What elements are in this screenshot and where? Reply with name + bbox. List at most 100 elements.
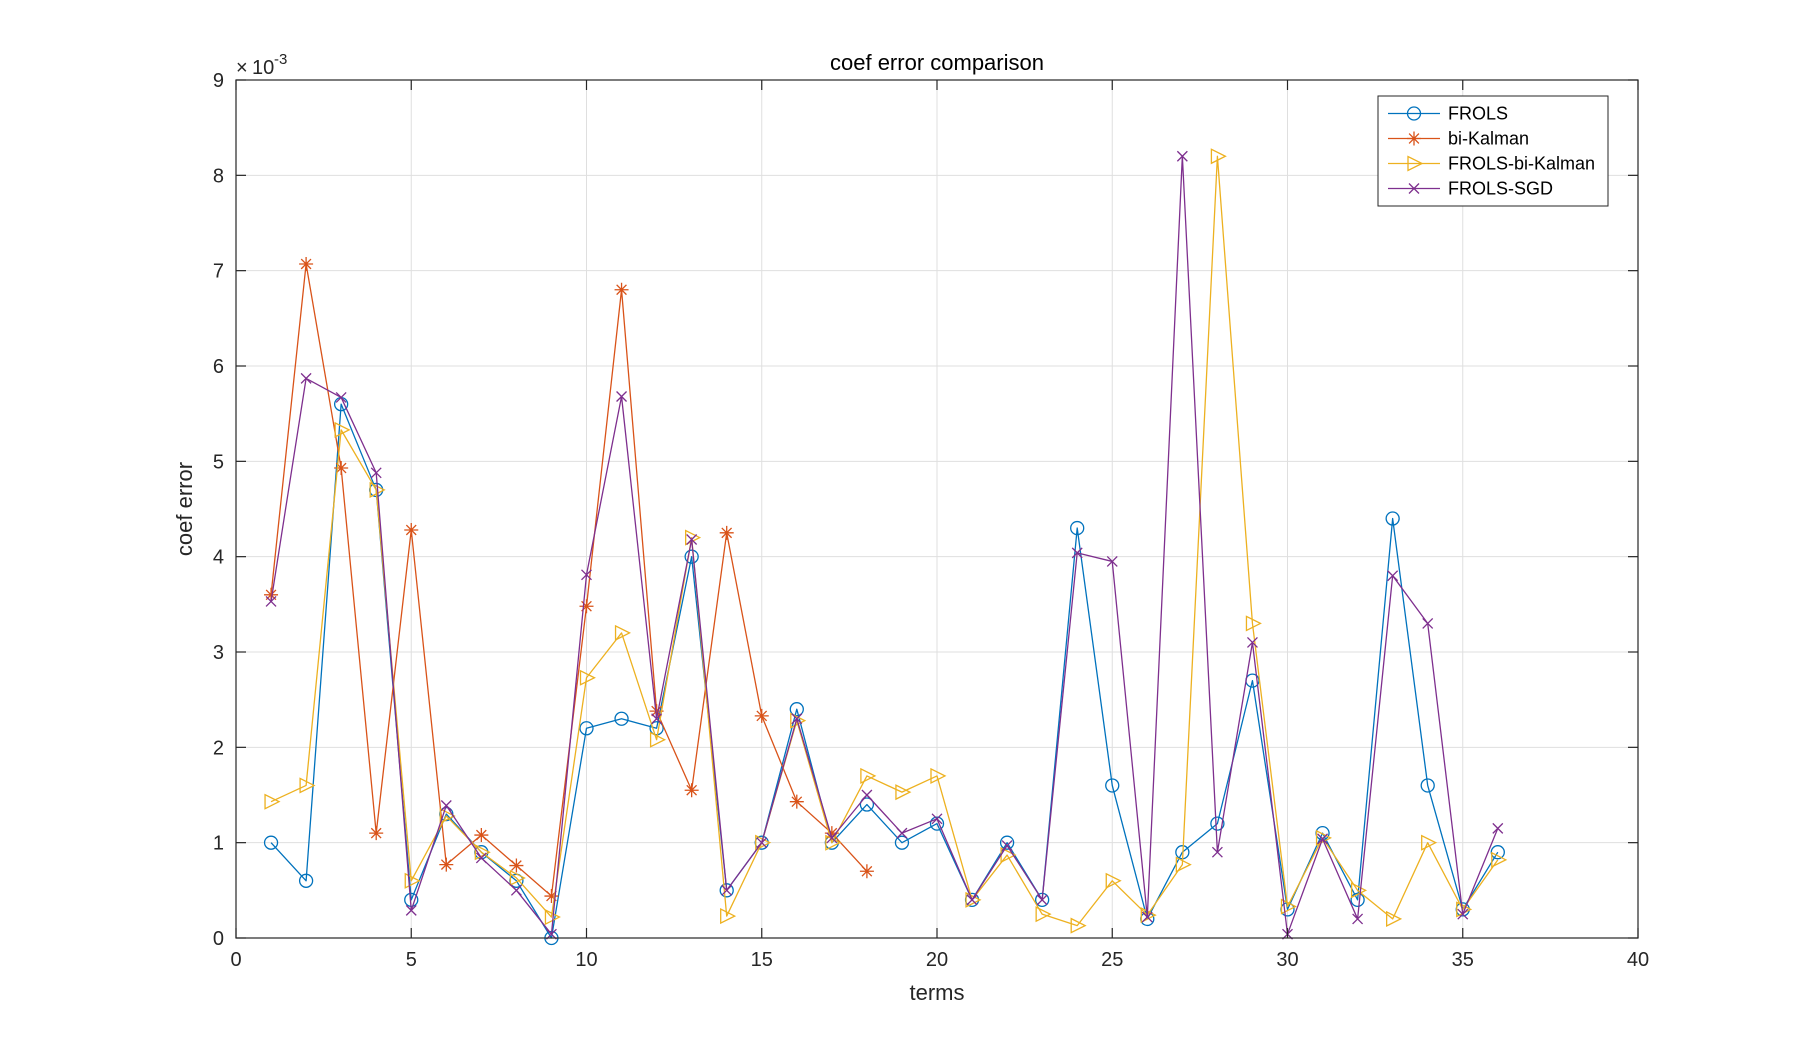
data-point-frols-bi-kalman: [1386, 910, 1403, 927]
data-point-frols-bi-kalman: [860, 767, 877, 784]
x-tick-label: 40: [1627, 949, 1649, 971]
data-point-frols-bi-kalman: [965, 891, 982, 908]
data-point-frols-sgd: [966, 894, 978, 906]
data-point-frols: [684, 549, 699, 564]
data-point-frols-sgd: [1071, 547, 1083, 559]
data-point-frols-sgd: [1492, 822, 1504, 834]
legend-marker-bi-kalman: [1407, 131, 1421, 146]
data-point-frols-sgd: [1176, 150, 1188, 162]
data-point-frols-sgd: [405, 904, 417, 916]
y-tick-label: 7: [213, 261, 224, 283]
data-point-frols-sgd: [510, 884, 522, 896]
y-tick-label: 2: [213, 737, 224, 759]
y-tick-label: 6: [213, 356, 224, 378]
data-point-frols-sgd: [861, 789, 873, 801]
x-tick-label: 15: [751, 949, 773, 971]
data-point-frols-bi-kalman: [264, 793, 281, 810]
y-axis-exponent: × 10 -3: [236, 51, 287, 79]
y-tick-label: 3: [213, 642, 224, 664]
data-point-frols-bi-kalman: [404, 872, 421, 889]
data-point-bi-kalman: [579, 599, 594, 614]
data-point-frols-bi-kalman: [1350, 882, 1368, 899]
legend-label-frols: FROLS: [1448, 104, 1508, 124]
data-point-bi-kalman: [264, 587, 279, 602]
data-point-frols-sgd: [1352, 913, 1364, 925]
data-point-frols-sgd: [651, 713, 663, 725]
data-point-frols-sgd: [756, 837, 768, 849]
data-point-bi-kalman: [719, 525, 734, 540]
data-point-frols-sgd: [370, 467, 382, 479]
data-point-frols-sgd: [721, 884, 733, 896]
data-point-frols-bi-kalman: [1035, 906, 1052, 923]
series-frols-bi-kalman: [264, 148, 1508, 934]
data-point-frols: [1105, 778, 1120, 793]
data-point-frols-sgd: [616, 391, 628, 402]
series-layer: [263, 148, 1508, 946]
data-point-frols-bi-kalman: [649, 731, 667, 748]
chart-title: coef error comparison: [830, 50, 1044, 75]
y-exponent-base: 10: [252, 57, 274, 79]
data-point-frols-sgd: [1422, 617, 1434, 629]
data-point-frols-bi-kalman: [614, 624, 632, 641]
data-point-frols-bi-kalman: [334, 421, 351, 438]
data-point-bi-kalman: [404, 522, 419, 537]
y-axis-label: coef error: [172, 462, 197, 556]
data-point-frols-sgd: [896, 827, 908, 839]
data-point-frols-sgd: [300, 372, 312, 384]
data-point-bi-kalman: [544, 889, 559, 904]
data-point-frols-bi-kalman: [1175, 856, 1192, 873]
x-axis-label: terms: [910, 980, 965, 1005]
tick-labels: 0 5 10 15 20 25 30 35 40 0 1 2 3 4 5 6 7 8 9: [213, 70, 1649, 971]
y-tick-label: 9: [213, 70, 224, 92]
data-point-frols-sgd: [931, 813, 943, 825]
data-point-frols: [1210, 816, 1225, 831]
data-point-frols-sgd: [1001, 840, 1013, 851]
data-point-bi-kalman: [684, 783, 699, 798]
data-point-frols-bi-kalman: [1105, 872, 1122, 889]
legend-label-frols-sgd: FROLS-SGD: [1448, 179, 1553, 199]
data-point-frols-bi-kalman: [1421, 834, 1438, 851]
data-point-frols-sgd: [1317, 833, 1329, 845]
data-point-bi-kalman: [789, 794, 804, 809]
data-point-frols: [614, 711, 629, 726]
data-point-frols: [1420, 778, 1435, 793]
data-point-frols: [298, 873, 314, 888]
data-point-frols-sgd: [1387, 570, 1399, 582]
data-point-frols-sgd: [335, 392, 347, 403]
x-tick-label: 0: [230, 949, 241, 971]
data-point-frols-sgd: [1036, 894, 1048, 906]
data-point-frols-sgd: [475, 852, 487, 864]
data-point-bi-kalman: [334, 461, 349, 476]
data-point-frols-bi-kalman: [509, 869, 526, 886]
data-point-frols-sgd: [1106, 555, 1118, 567]
y-tick-label: 4: [213, 547, 224, 569]
x-tick-label: 5: [406, 949, 417, 971]
data-point-frols-bi-kalman: [720, 908, 737, 925]
legend-box: [1377, 95, 1609, 207]
legend-entry-frols-bi-kalman: FROLS-bi-Kalman: [1388, 154, 1595, 174]
legend-marker-frols-sgd: [1408, 183, 1420, 194]
data-point-bi-kalman: [824, 826, 839, 841]
data-point-frols-sgd: [791, 713, 803, 725]
legend-items: FROLS bi-Kalman FROLS-bi-Kalman FROLS-SGD: [1388, 104, 1595, 199]
y-exponent-power: -3: [274, 51, 287, 68]
y-tick-label: 0: [213, 928, 224, 950]
legend-marker-frols: [1406, 106, 1422, 121]
data-point-frols: [894, 835, 910, 850]
legend-entry-bi-kalman: bi-Kalman: [1388, 129, 1529, 149]
data-point-frols-sgd: [1211, 846, 1223, 858]
data-point-bi-kalman: [649, 704, 664, 719]
series-line-frols-sgd: [270, 155, 1499, 935]
data-point-bi-kalman: [509, 858, 524, 873]
y-tick-label: 8: [213, 165, 224, 187]
series-frols-sgd: [265, 150, 1504, 940]
data-point-bi-kalman: [614, 282, 629, 297]
data-point-frols-sgd: [440, 800, 452, 811]
legend-label-frols-bi-kalman: FROLS-bi-Kalman: [1448, 154, 1595, 174]
data-point-frols-bi-kalman: [1210, 148, 1227, 165]
data-point-frols-sgd: [826, 832, 838, 844]
data-point-frols-bi-kalman: [1491, 851, 1508, 868]
x-tick-label: 30: [1276, 949, 1298, 971]
data-point-frols-sgd: [1246, 637, 1258, 648]
data-point-frols-sgd: [1141, 911, 1153, 923]
